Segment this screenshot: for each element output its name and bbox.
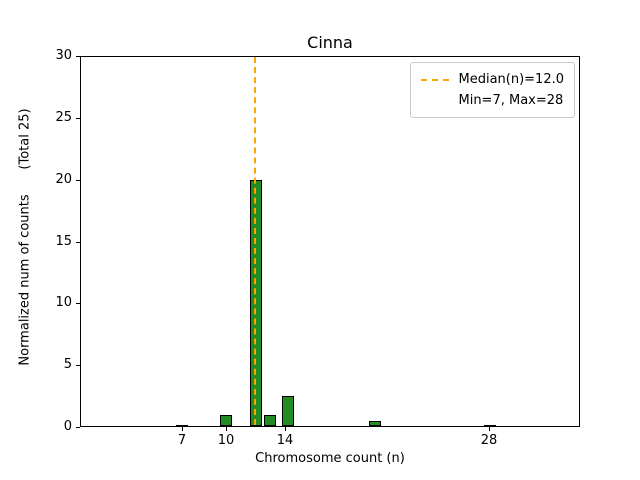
legend-item-median: Median(n)=12.0 [421, 69, 564, 90]
y-tick-mark [76, 427, 80, 428]
x-tick-mark [182, 427, 183, 431]
y-tick-label: 15 [55, 234, 72, 249]
legend-label-minmax: Min=7, Max=28 [458, 93, 564, 108]
bar [220, 415, 232, 426]
chart-title: Cinna [307, 33, 353, 52]
y-tick-label: 10 [55, 295, 72, 310]
x-tick-mark [285, 427, 286, 431]
legend: Median(n)=12.0 Min=7, Max=28 [410, 62, 575, 118]
bar [282, 396, 294, 426]
y-tick-label: 25 [55, 110, 72, 125]
y-tick-mark [76, 118, 80, 119]
y-tick-mark [76, 303, 80, 304]
y-tick-mark [76, 365, 80, 366]
bar [176, 425, 188, 427]
x-tick-label: 10 [217, 433, 235, 448]
bar [250, 180, 262, 426]
x-tick-mark [489, 427, 490, 431]
legend-label-median: Median(n)=12.0 [458, 72, 564, 87]
x-tick-mark [226, 427, 227, 431]
y-tick-label: 0 [63, 419, 72, 434]
legend-item-minmax: Min=7, Max=28 [421, 90, 564, 111]
y-tick-label: 20 [55, 172, 72, 187]
median-line [254, 57, 256, 425]
y-tick-mark [76, 242, 80, 243]
x-tick-label: 28 [480, 433, 498, 448]
bar [484, 425, 496, 427]
y-tick-label: 30 [55, 48, 72, 63]
bar [369, 421, 381, 426]
x-axis-label: Chromosome count (n) [255, 451, 405, 466]
y-tick-label: 5 [63, 357, 72, 372]
bar [264, 415, 276, 426]
x-tick-label: 7 [177, 433, 187, 448]
median-line-legend-swatch [421, 78, 450, 81]
x-tick-label: 14 [276, 433, 294, 448]
y-tick-mark [76, 56, 80, 57]
y-tick-mark [76, 180, 80, 181]
